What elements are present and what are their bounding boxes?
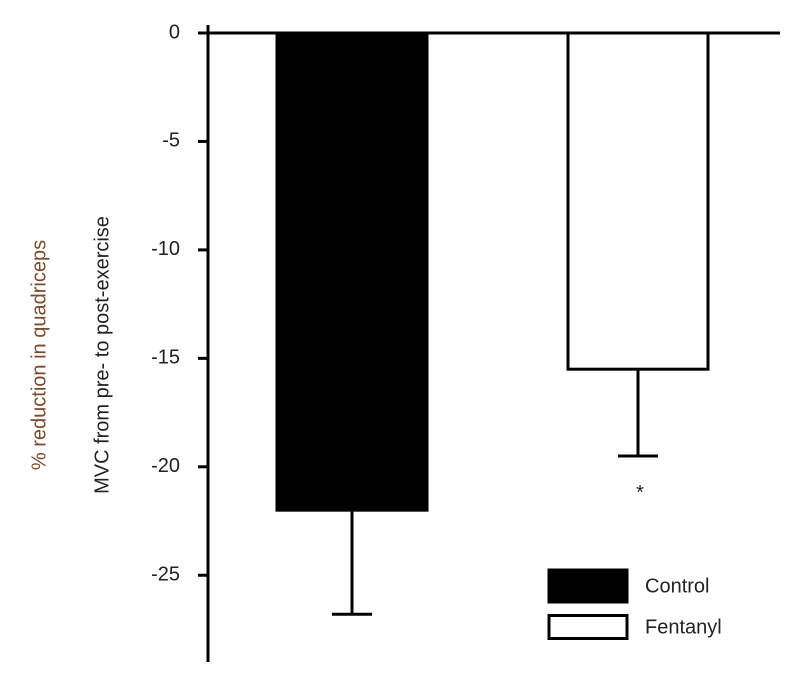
y-tick-label: -20 <box>151 455 180 477</box>
y-tick-label: -10 <box>151 238 180 260</box>
y-tick-label: -25 <box>151 564 180 586</box>
legend-swatch <box>547 568 629 604</box>
y-tick-label: -15 <box>151 347 180 369</box>
bar <box>275 31 429 512</box>
y-axis-label: MVC from pre- to post-exercise <box>91 216 113 494</box>
bar <box>566 31 710 371</box>
error-bar <box>332 510 372 616</box>
y-tick-label: -5 <box>162 130 180 152</box>
legend-label: Control <box>645 575 709 597</box>
y-axis-label: % reduction in quadriceps <box>28 240 50 470</box>
legend-label: Fentanyl <box>645 616 722 638</box>
y-tick-label: 0 <box>169 21 180 43</box>
legend-swatch <box>547 614 629 640</box>
error-bar <box>618 369 658 458</box>
annotation: * <box>636 482 644 504</box>
